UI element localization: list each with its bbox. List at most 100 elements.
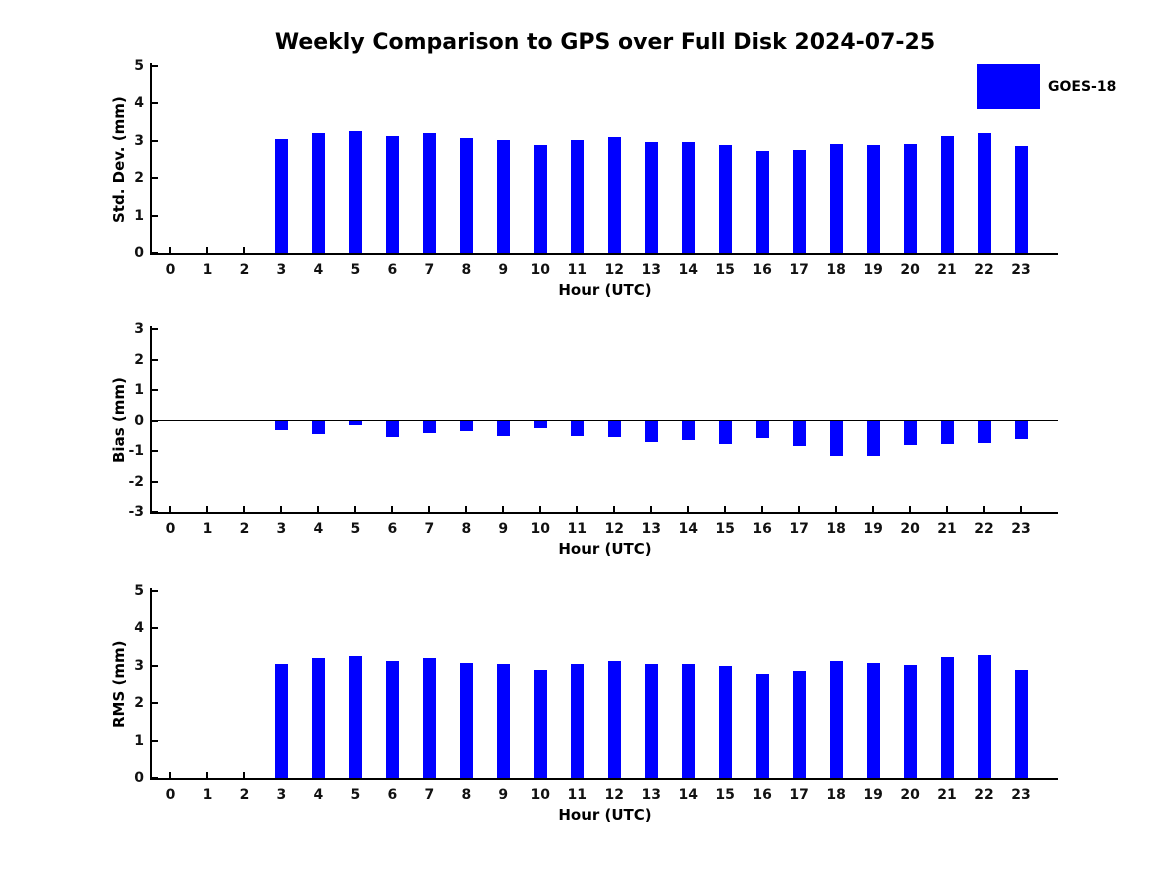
x-tick — [169, 247, 172, 253]
x-tick-label: 16 — [752, 787, 772, 803]
x-tick-label: 10 — [530, 521, 551, 537]
y-tick — [152, 358, 158, 361]
x-tick-label: 4 — [313, 262, 324, 278]
x-tick — [798, 247, 801, 253]
x-tick — [613, 506, 616, 512]
chart-title: Weekly Comparison to GPS over Full Disk … — [274, 30, 936, 55]
y-tick — [152, 739, 158, 742]
x-tick — [428, 772, 431, 778]
x-tick-label: 12 — [604, 787, 624, 803]
x-tick — [761, 247, 764, 253]
x-tick-label: 17 — [789, 262, 809, 278]
rms-bar-hour-16 — [755, 673, 769, 778]
x-tick-label: 22 — [974, 787, 994, 803]
x-tick-label: 17 — [789, 787, 809, 803]
y-tick-label: 2 — [134, 351, 144, 368]
bias-bar-hour-4 — [311, 420, 325, 435]
bias-bar-hour-21 — [940, 420, 954, 444]
y-tick-label: -1 — [128, 443, 144, 459]
x-tick-label: 15 — [715, 262, 735, 278]
rms-bar-hour-20 — [903, 665, 917, 778]
std-dev-bar-hour-3 — [274, 139, 288, 253]
y-tick — [152, 702, 158, 705]
bias-bar-hour-3 — [274, 420, 288, 430]
x-tick-label: 14 — [678, 521, 698, 537]
std-dev-bar-hour-15 — [718, 144, 732, 253]
rms-bar-hour-12 — [607, 660, 621, 778]
x-tick-label: 6 — [387, 787, 398, 803]
x-tick-label: 12 — [604, 521, 624, 537]
std-dev-bar-hour-11 — [570, 140, 584, 253]
std-dev-bar-hour-13 — [644, 142, 658, 253]
std-dev-bar-hour-16 — [755, 151, 769, 253]
x-tick-label: 9 — [498, 787, 509, 803]
x-tick — [909, 772, 912, 778]
y-axis — [150, 326, 152, 514]
rms-bar-hour-7 — [422, 657, 436, 778]
x-tick — [243, 247, 246, 253]
x-tick — [687, 247, 690, 253]
bias-bar-hour-5 — [348, 420, 362, 426]
x-tick-label: 11 — [567, 787, 587, 803]
legend-label-goes18: GOES-18 — [1048, 78, 1117, 95]
x-tick-label: 12 — [604, 262, 624, 278]
x-tick-label: 5 — [350, 787, 361, 803]
x-tick-label: 16 — [752, 521, 772, 537]
x-tick-label: 22 — [974, 262, 994, 278]
rms-bar-hour-3 — [274, 663, 288, 778]
bias-bar-hour-6 — [385, 420, 399, 438]
bias-bar-hour-13 — [644, 420, 658, 442]
bias-bar-hour-7 — [422, 420, 436, 434]
y-tick-label: 1 — [134, 732, 144, 749]
x-tick — [724, 506, 727, 512]
std-dev-bar-hour-7 — [422, 133, 436, 253]
x-tick-label: 0 — [165, 521, 176, 537]
std-dev-bar-hour-12 — [607, 137, 621, 253]
x-tick — [465, 247, 468, 253]
x-tick — [835, 772, 838, 778]
x-tick-label: 19 — [863, 787, 883, 803]
bias-bar-hour-11 — [570, 420, 584, 436]
x-axis — [150, 512, 1058, 514]
x-tick — [946, 772, 949, 778]
x-tick-label: 8 — [461, 521, 472, 537]
x-tick — [872, 506, 875, 512]
y-tick-label: 4 — [134, 95, 144, 112]
x-tick-label: 3 — [276, 262, 287, 278]
x-tick — [539, 772, 542, 778]
bias-bar-hour-20 — [903, 420, 917, 445]
x-tick — [280, 247, 283, 253]
std-dev-bar-hour-9 — [496, 140, 510, 253]
x-tick — [1020, 247, 1023, 253]
bias-bar-hour-9 — [496, 420, 510, 436]
x-tick — [354, 247, 357, 253]
y-tick-label: -2 — [128, 473, 144, 490]
rms-bar-hour-6 — [385, 660, 399, 778]
x-tick — [169, 772, 172, 778]
x-tick-label: 21 — [937, 521, 957, 537]
rms-bar-hour-8 — [459, 662, 473, 778]
x-tick-label: 1 — [202, 787, 213, 803]
rms-bar-hour-10 — [533, 669, 547, 778]
y-tick-label: -3 — [128, 504, 144, 520]
x-tick — [428, 506, 431, 512]
x-axis-label-std-dev: Hour (UTC) — [558, 281, 652, 299]
x-tick — [872, 772, 875, 778]
bias-bar-hour-15 — [718, 420, 732, 445]
x-tick — [354, 506, 357, 512]
std-dev-bar-hour-21 — [940, 135, 954, 253]
x-tick — [206, 247, 209, 253]
x-axis-label-rms: Hour (UTC) — [558, 806, 652, 824]
x-tick — [835, 247, 838, 253]
x-tick-label: 2 — [239, 262, 250, 278]
bias-bar-hour-8 — [459, 420, 473, 431]
x-tick-label: 5 — [350, 521, 361, 537]
x-tick-label: 14 — [678, 262, 698, 278]
zero-line — [150, 419, 1058, 421]
y-tick-label: 1 — [134, 207, 144, 224]
rms-bar-hour-11 — [570, 663, 584, 778]
x-tick-label: 11 — [567, 262, 587, 278]
bias-bar-hour-14 — [681, 420, 695, 441]
legend-swatch-goes18 — [977, 64, 1040, 109]
